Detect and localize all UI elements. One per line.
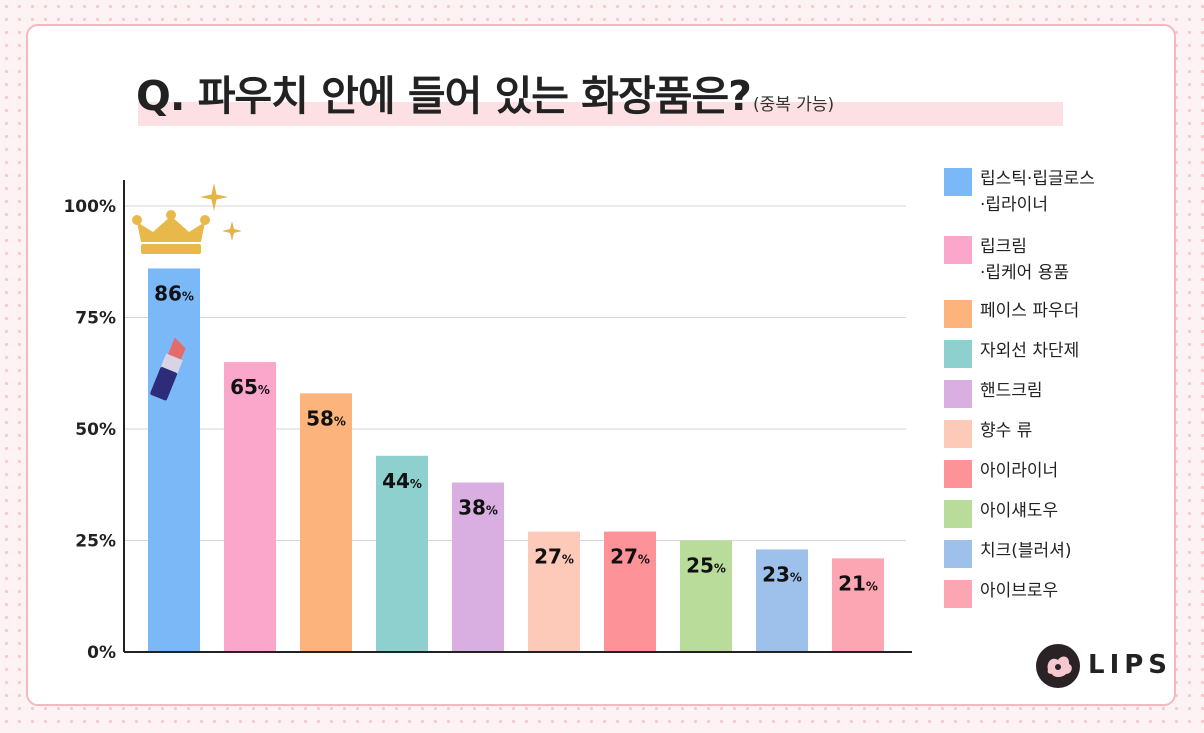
legend-label-line: 핸드크림 <box>980 381 1043 401</box>
bar <box>756 549 808 652</box>
legend-swatch <box>944 340 972 368</box>
legend-label: 립크림 ·립케어 용품 <box>980 234 1150 286</box>
y-tick-label: 0% <box>87 643 116 663</box>
legend-label-line: 페이스 파우더 <box>980 301 1080 321</box>
lipstick-icon <box>150 337 186 401</box>
bar-value-label: 44% <box>382 469 422 493</box>
legend-label: 핸드크림 <box>980 378 1150 404</box>
legend-label: 자외선 차단제 <box>980 338 1150 364</box>
legend-label-line: 아이섀도우 <box>980 501 1059 521</box>
title-highlight-band <box>138 102 1063 126</box>
legend-swatch <box>944 500 972 528</box>
legend-label: 아이라이너 <box>980 458 1150 484</box>
bar <box>604 531 656 652</box>
bar <box>528 531 580 652</box>
bar-value-labels: 86% 65% 58% 44% 38% 27% 27% 25% 23% 21% <box>154 281 878 595</box>
y-tick-label: 100% <box>63 197 116 217</box>
legend-label-line: 아이라이너 <box>980 461 1059 481</box>
bar <box>376 455 428 652</box>
legend-label: 립스틱·립글로스 ·립라이너 <box>980 166 1150 218</box>
title-main: Q. 파우치 안에 들어 있는 화장품은? <box>136 72 752 120</box>
bar-value-label: 58% <box>306 406 346 430</box>
legend-label: 치크(블러셔) <box>980 538 1150 564</box>
sparkle-icon <box>200 183 228 211</box>
legend-label-line: ·립라이너 <box>980 195 1048 215</box>
chart-title: Q. 파우치 안에 들어 있는 화장품은? (중복 가능) <box>136 62 834 122</box>
title-sub: (중복 가능) <box>752 95 835 115</box>
legend-label: 향수 류 <box>980 418 1150 444</box>
legend-label-line: 치크(블러셔) <box>980 541 1072 561</box>
legend-label-line: 향수 류 <box>980 421 1033 441</box>
legend-swatch <box>944 460 972 488</box>
y-axis-ticks: 0% 25% 50% 75% 100% <box>63 197 116 663</box>
y-tick-label: 50% <box>75 420 116 440</box>
bar-value-label: 27% <box>534 545 574 569</box>
bar <box>452 482 504 652</box>
sparkle-icon <box>222 221 242 241</box>
bar-value-label: 86% <box>154 281 194 305</box>
legend-swatch <box>944 580 972 608</box>
legend-label: 아이브로우 <box>980 578 1150 604</box>
y-tick-label: 75% <box>75 309 116 329</box>
bar <box>300 393 352 652</box>
y-tick-label: 25% <box>75 532 116 552</box>
bar-value-label: 23% <box>762 562 802 586</box>
bar-value-label: 65% <box>230 375 270 399</box>
legend-swatch <box>944 168 972 196</box>
bars <box>148 268 884 652</box>
legend-label: 페이스 파우더 <box>980 298 1150 324</box>
crown-icon <box>132 210 210 254</box>
bar <box>224 362 276 652</box>
bar-value-label: 25% <box>686 554 726 578</box>
legend-swatch <box>944 540 972 568</box>
brand-logo: LIPS <box>1036 644 1167 690</box>
chart-card <box>26 24 1176 706</box>
legend-label-line: 자외선 차단제 <box>980 341 1080 361</box>
legend-swatch <box>944 300 972 328</box>
bar <box>148 268 200 652</box>
bar <box>832 558 884 652</box>
legend-label-line: 립스틱·립글로스 <box>980 169 1095 189</box>
bar <box>680 540 732 652</box>
brand-name: LIPS <box>1088 650 1173 680</box>
bar-value-label: 21% <box>838 571 878 595</box>
legend-label-line: 립크림 <box>980 237 1027 257</box>
legend-swatch <box>944 420 972 448</box>
bar-value-label: 27% <box>610 545 650 569</box>
legend-label-line: ·립케어 용품 <box>980 263 1070 283</box>
bar-value-label: 38% <box>458 496 498 520</box>
lips-logo-icon <box>1036 644 1080 688</box>
legend-swatch <box>944 236 972 264</box>
legend-label-line: 아이브로우 <box>980 581 1059 601</box>
legend-swatch <box>944 380 972 408</box>
legend-label: 아이섀도우 <box>980 498 1150 524</box>
